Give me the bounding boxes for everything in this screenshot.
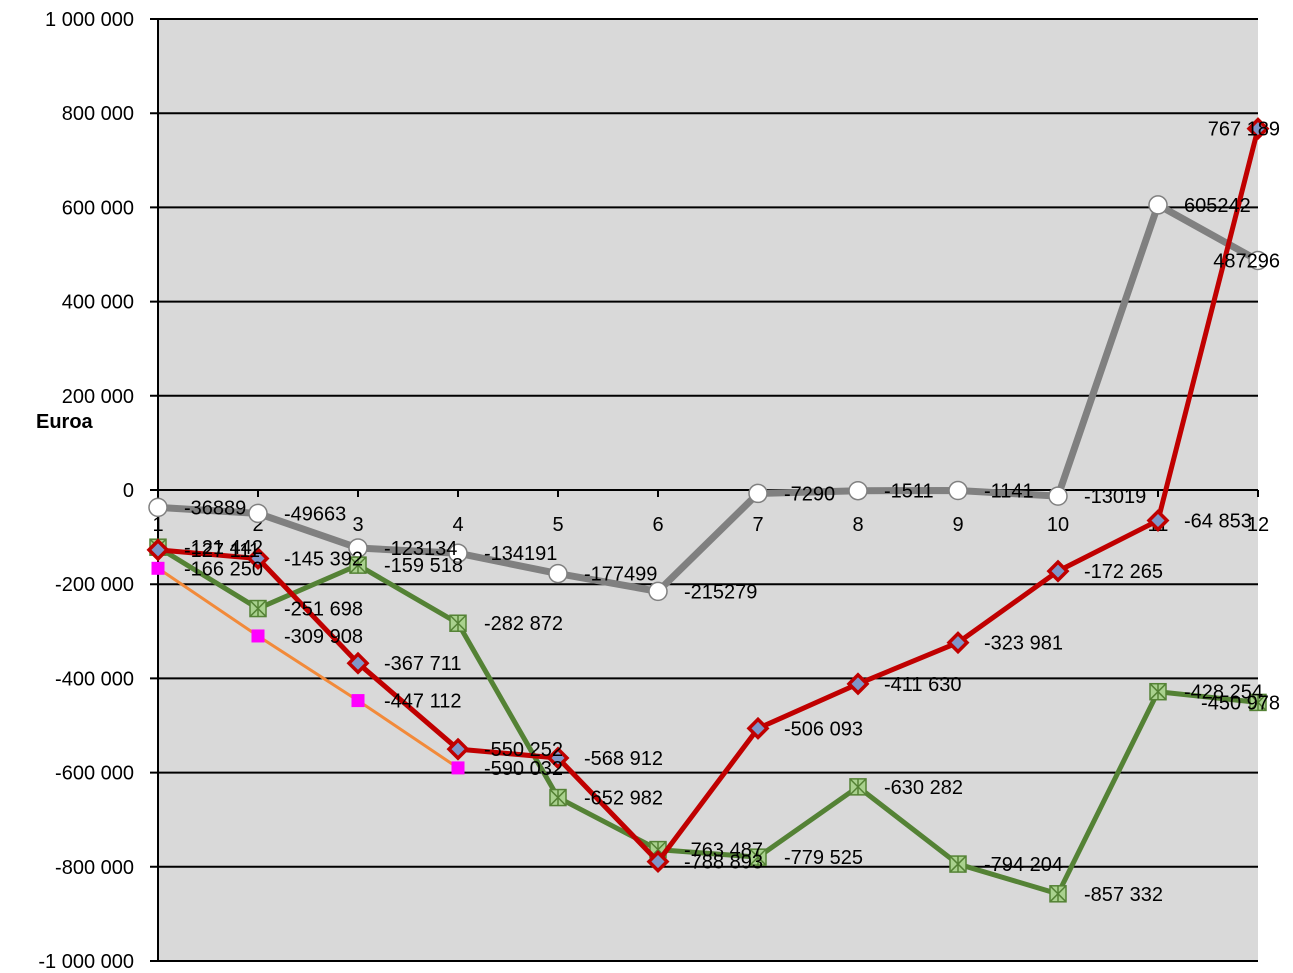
data-point (850, 779, 866, 795)
data-label: 605242 (1184, 195, 1251, 217)
x-tick-label: 6 (652, 514, 663, 536)
data-point (1050, 886, 1066, 902)
x-tick-label: 1 (152, 514, 163, 536)
data-point (749, 484, 767, 502)
data-label: -447 112 (384, 691, 461, 713)
data-label: 487296 (1213, 250, 1280, 272)
data-label: -857 332 (1084, 884, 1163, 906)
data-label: -506 093 (784, 718, 863, 740)
data-label: -215279 (684, 581, 757, 603)
data-label: -779 525 (784, 847, 863, 869)
data-label: -159 518 (384, 555, 463, 577)
data-label: -64 853 (1184, 511, 1252, 533)
data-point (1150, 684, 1166, 700)
data-label: -134191 (484, 543, 557, 565)
data-label: -450 978 (1201, 692, 1280, 714)
data-point (249, 504, 267, 522)
x-tick-label: 7 (752, 514, 763, 536)
data-label: -282 872 (484, 613, 563, 635)
data-label: -630 282 (884, 777, 963, 799)
data-point (252, 630, 264, 642)
data-label: -323 981 (984, 633, 1063, 655)
data-label: -1511 (884, 481, 934, 503)
y-axis-title: Euroa (36, 411, 94, 433)
data-label: -145 392 (284, 548, 363, 570)
data-label: -127 111 (184, 540, 260, 562)
data-label: -367 711 (384, 653, 461, 675)
data-label: -652 982 (584, 788, 663, 810)
y-tick-label: 600 000 (62, 197, 134, 219)
data-label: -590 032 (484, 758, 563, 780)
y-tick-label: 800 000 (62, 103, 134, 125)
data-label: -172 265 (1084, 561, 1163, 583)
data-point (149, 498, 167, 516)
data-point (1149, 196, 1167, 214)
data-label: -177499 (584, 564, 657, 586)
data-label: -788 893 (684, 852, 763, 874)
data-point (450, 615, 466, 631)
data-label: -568 912 (584, 748, 663, 770)
x-tick-label: 9 (952, 514, 963, 536)
data-label: -411 630 (884, 674, 961, 696)
y-tick-label: 200 000 (62, 386, 134, 408)
data-point (950, 856, 966, 872)
y-tick-labels: -1 000 000 -800 000 -600 000 -400 000 -200 0… (38, 9, 134, 973)
data-point (849, 482, 867, 500)
data-point (549, 565, 567, 583)
data-point (152, 562, 164, 574)
data-point (452, 762, 464, 774)
y-tick-label: -800 000 (55, 857, 134, 879)
data-point (949, 482, 967, 500)
data-point (550, 790, 566, 806)
data-label: -49663 (284, 503, 346, 525)
data-label: -309 908 (284, 626, 363, 648)
y-tick-label: 400 000 (62, 292, 134, 314)
data-point (250, 601, 266, 617)
data-label: -13019 (1084, 486, 1146, 508)
data-label: -36889 (184, 497, 246, 519)
data-label: -251 698 (284, 599, 363, 621)
y-tick-label: -400 000 (55, 668, 134, 690)
data-point (352, 695, 364, 707)
y-tick-label: 1 000 000 (45, 9, 134, 31)
data-label: -794 204 (984, 854, 1063, 876)
x-tick-label: 4 (452, 514, 463, 536)
data-label: -1141 (984, 481, 1034, 503)
x-tick-label: 5 (552, 514, 563, 536)
data-label: -550 252 (484, 739, 563, 761)
y-tick-label: 0 (123, 480, 134, 502)
data-label: -7290 (784, 483, 835, 505)
y-tick-label: -200 000 (55, 574, 134, 596)
x-tick-label: 3 (352, 514, 363, 536)
data-point (1049, 487, 1067, 505)
x-tick-label: 10 (1047, 514, 1069, 536)
y-tick-label: -600 000 (55, 763, 134, 785)
y-tick-label: -1 000 000 (38, 951, 134, 973)
data-label: 767 189 (1208, 119, 1280, 141)
x-tick-label: 8 (852, 514, 863, 536)
